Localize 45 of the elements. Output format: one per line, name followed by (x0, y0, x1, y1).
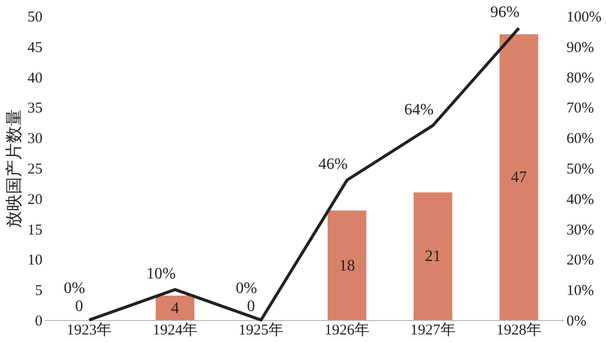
y-tick-label: 15 (28, 222, 42, 238)
y2-tick-label: 50% (566, 162, 594, 178)
y-tick-label: 5 (35, 283, 42, 300)
data-label: 0% (64, 280, 86, 297)
y2-tick-label: 90% (566, 40, 594, 56)
y-tick-label: 25 (28, 162, 42, 178)
y-axis-title: 放映国产片数量 (4, 109, 24, 228)
y2-tick-label: 70% (566, 100, 594, 117)
data-label: 10% (146, 266, 176, 283)
x-tick-label: 1928年 (496, 322, 542, 338)
bar (328, 210, 366, 320)
data-label: 0% (236, 280, 258, 297)
y2-tick-label: 30% (566, 222, 594, 238)
y2-tick-label: 10% (566, 283, 594, 300)
y2-tick-label: 80% (566, 70, 594, 86)
data-label: 18 (338, 257, 355, 274)
bar (156, 296, 194, 320)
y-tick-label: 0 (35, 314, 42, 330)
data-label: 0 (247, 298, 256, 315)
x-tick-label: 1924年 (152, 322, 198, 338)
data-label: 0 (75, 298, 84, 315)
y-tick-label: 40 (28, 70, 42, 86)
y2-tick-label: 100% (566, 10, 602, 26)
data-label: 96% (490, 4, 520, 22)
data-label: 21 (424, 248, 441, 266)
data-label: 4 (171, 300, 180, 317)
y-tick-label: 35 (28, 100, 42, 117)
y2-tick-label: 40% (566, 192, 594, 208)
y-tick-label: 30 (28, 131, 42, 148)
x-tick-label: 1925年 (238, 322, 284, 338)
y2-tick-label: 60% (566, 131, 594, 148)
bar (500, 34, 538, 320)
x-tick-label: 1926年 (324, 322, 370, 338)
bar (414, 192, 452, 320)
x-tick-label: 1927年 (410, 322, 456, 338)
data-label: 47 (510, 169, 527, 186)
y2-tick-label: 20% (566, 252, 594, 269)
y2-tick-label: 0% (566, 314, 586, 330)
y-tick-label: 20 (28, 192, 42, 208)
y-tick-label: 45 (28, 40, 42, 56)
data-label: 64% (404, 101, 434, 118)
x-tick-label: 1923年 (66, 322, 112, 338)
y-tick-label: 10 (28, 252, 42, 269)
y-tick-label: 50 (28, 10, 42, 26)
data-label: 46% (318, 156, 348, 174)
